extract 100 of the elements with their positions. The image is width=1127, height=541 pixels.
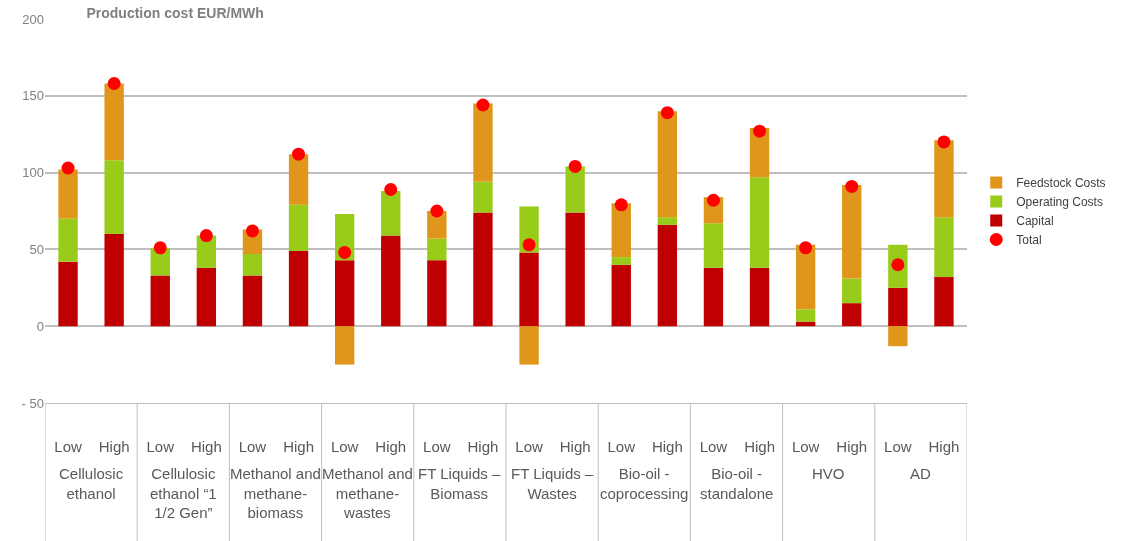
- point: [338, 245, 352, 259]
- bar: [934, 277, 954, 327]
- text: FT Liquids – Biomass: [418, 465, 501, 502]
- bar: [842, 303, 862, 327]
- bar: [104, 160, 124, 235]
- text: Methanol and methane-biomass: [230, 465, 321, 521]
- bar: [334, 326, 355, 365]
- bar: [288, 154, 309, 205]
- point: [706, 193, 720, 207]
- bar: [381, 191, 401, 236]
- point: [753, 124, 767, 138]
- bar: [196, 267, 217, 327]
- x-tick-label: Low: [54, 438, 82, 455]
- bar: [703, 267, 724, 327]
- bar: [288, 250, 309, 327]
- point: [245, 224, 259, 238]
- bar: [58, 169, 78, 219]
- bar: [611, 257, 631, 265]
- point: [660, 106, 674, 120]
- bar: [657, 224, 678, 327]
- point: [199, 229, 213, 243]
- x-tick-label: Low: [423, 438, 451, 455]
- x-tick-label: High: [283, 438, 314, 455]
- x-tick-label: High: [467, 438, 499, 455]
- bar: [104, 83, 124, 161]
- bar: [703, 223, 724, 268]
- bar: [795, 309, 816, 322]
- bar: [381, 235, 401, 327]
- x-tick-label: Low: [515, 438, 543, 455]
- bar: [657, 111, 678, 218]
- text: HVO: [812, 465, 845, 482]
- x-tick-label: High: [744, 438, 775, 455]
- text: Cellulosic ethanol: [59, 465, 124, 502]
- bar: [749, 267, 770, 327]
- y-tick-label: 200: [22, 11, 44, 27]
- bar: [288, 204, 309, 251]
- bar: [657, 217, 678, 225]
- point: [292, 147, 306, 161]
- bar: [473, 103, 493, 182]
- x-tick-label: High: [836, 438, 868, 455]
- bar: [242, 254, 263, 276]
- bar: [611, 264, 631, 327]
- bar: [565, 166, 585, 213]
- x-tick-label: High: [559, 438, 591, 455]
- point: [614, 198, 628, 212]
- point: [568, 159, 582, 173]
- x-tick-label: Low: [238, 438, 267, 455]
- x-tick-label: High: [928, 438, 960, 455]
- x-tick-label: Low: [330, 438, 359, 455]
- x-tick-label: Low: [884, 438, 912, 455]
- point: [384, 183, 398, 196]
- bar: [427, 238, 447, 261]
- point: [107, 77, 121, 90]
- text: Methanol and methane-wastes: [322, 465, 413, 521]
- bar: [611, 203, 631, 258]
- text: Bio-oil - coprocessing: [600, 465, 689, 502]
- x-tick-label: Low: [146, 438, 175, 455]
- bar: [58, 218, 78, 262]
- legend-label: Operating Costs: [1016, 195, 1103, 210]
- bar: [934, 217, 954, 278]
- bar: [473, 212, 493, 327]
- bar: [242, 275, 263, 327]
- point: [476, 98, 490, 112]
- x-tick-label: Low: [791, 438, 820, 455]
- y-tick-label: 50: [29, 241, 44, 257]
- bar: [519, 252, 539, 327]
- bar: [749, 177, 770, 268]
- legend-label: Capital: [1016, 214, 1054, 229]
- bar: [58, 261, 78, 327]
- x-tick-label: High: [190, 438, 222, 455]
- bar: [473, 181, 493, 213]
- bar: [427, 260, 447, 327]
- x-tick-label: Low: [607, 438, 636, 455]
- x-tick-label: High: [651, 438, 683, 455]
- text: AD: [910, 465, 931, 482]
- bar: [334, 260, 355, 327]
- bar: [842, 184, 862, 279]
- point: [430, 204, 444, 218]
- y-tick-label: 100: [22, 165, 44, 181]
- y-tick-label: - 50: [21, 395, 44, 411]
- legend-label: Total: [1016, 233, 1042, 248]
- y-tick-label: 0: [36, 318, 44, 334]
- bar: [104, 234, 124, 327]
- x-tick-label: High: [98, 438, 130, 455]
- text: Bio-oil - standalone: [700, 465, 774, 502]
- bar: [565, 212, 585, 327]
- point: [522, 238, 536, 252]
- bar: [519, 326, 539, 365]
- point: [937, 135, 951, 149]
- chart-title: Production cost EUR/MWh: [86, 4, 264, 21]
- bar: [842, 278, 862, 304]
- point: [799, 241, 813, 255]
- x-tick-label: Low: [699, 438, 728, 455]
- text: Cellulosic ethanol “1 1/2 Gen”: [150, 465, 217, 521]
- x-tick-label: High: [375, 438, 407, 455]
- bar: [934, 140, 954, 218]
- point: [153, 241, 167, 255]
- point: [61, 161, 75, 175]
- bar: [150, 275, 170, 327]
- y-tick-label: 150: [22, 88, 44, 104]
